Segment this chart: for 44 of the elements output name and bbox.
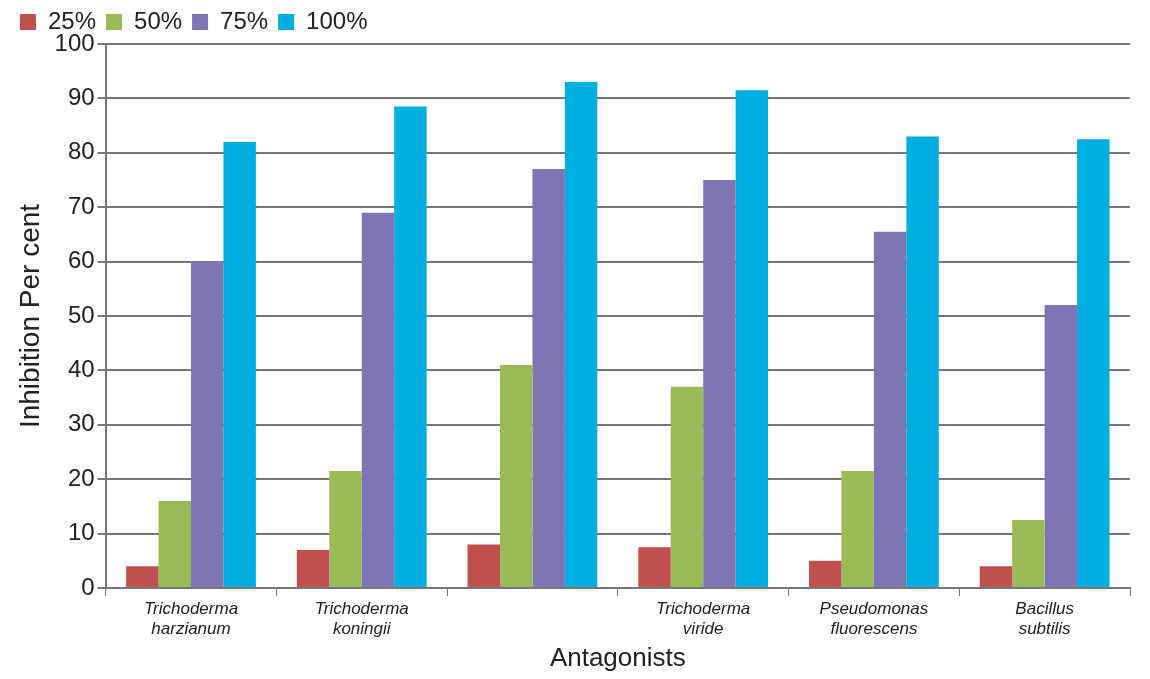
bar: [191, 261, 224, 587]
bar: [329, 471, 362, 587]
y-tick-label: 90: [67, 83, 95, 111]
y-tick-label: 50: [67, 300, 95, 328]
x-axis-title: Antagonists: [549, 641, 686, 672]
y-tick-label: 30: [67, 409, 95, 437]
bar: [1012, 520, 1045, 587]
bar: [1077, 139, 1110, 587]
y-tick-label: 60: [67, 246, 95, 274]
bar: [979, 566, 1013, 587]
legend-label: 100%: [306, 6, 368, 34]
y-tick-label: 80: [67, 137, 95, 165]
bar: [841, 471, 874, 587]
x-tick-label: Bacillus subtilis: [1015, 598, 1075, 639]
y-tick-label: 40: [67, 355, 95, 383]
bar: [1044, 305, 1078, 587]
x-tick-label: Trichoderma harzianum: [143, 598, 239, 639]
y-tick-label: 0: [81, 572, 95, 600]
bar: [873, 231, 907, 587]
bar: [638, 547, 671, 587]
bar: [809, 560, 842, 587]
x-tick-label: Trichoderma viride: [656, 598, 751, 639]
bar: [296, 549, 330, 587]
bar: [467, 544, 501, 587]
bar: [735, 90, 769, 587]
bar: [564, 82, 598, 587]
legend-label: 75%: [220, 6, 269, 34]
bar: [394, 106, 427, 587]
x-tick-label: Pseudomonas fluorescens: [819, 598, 929, 639]
bar: [532, 169, 565, 587]
bar: [158, 500, 192, 587]
y-axis-title: Inhibition Per cent: [13, 203, 45, 429]
bar: [703, 180, 736, 587]
bar: [126, 566, 159, 587]
bar: [906, 136, 939, 587]
y-tick-label: 70: [67, 191, 95, 219]
bar: [500, 364, 533, 587]
y-tick-label: 10: [67, 518, 95, 546]
bar: [670, 386, 704, 587]
bar: [223, 141, 256, 587]
x-tick-label: Trichoderma koningii: [314, 598, 409, 639]
y-tick-label: 20: [67, 463, 95, 491]
legend-label: 50%: [134, 6, 183, 34]
bar: [361, 212, 395, 587]
